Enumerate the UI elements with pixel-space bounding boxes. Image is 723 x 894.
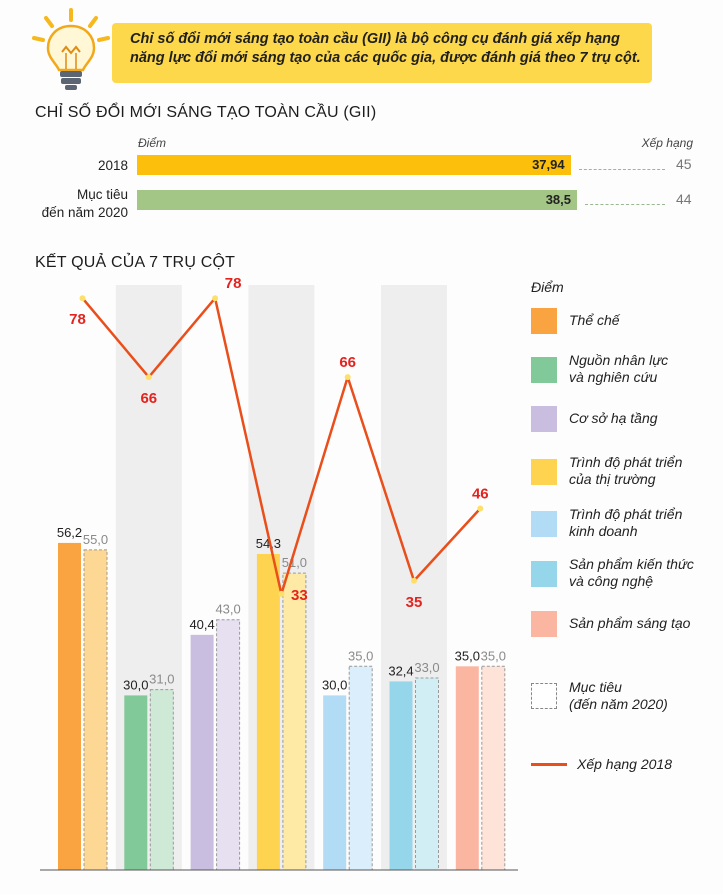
gii-rank-leader xyxy=(585,204,665,205)
rank-label: 78 xyxy=(225,275,242,292)
legend-label: Trình độ phát triển kinh doanh xyxy=(569,506,682,540)
gii-score-label: Điểm xyxy=(138,136,167,150)
gii-section-title: CHỈ SỐ ĐỔI MỚI SÁNG TẠO TOÀN CẦU (GII) xyxy=(35,104,377,121)
legend-swatch xyxy=(531,611,557,637)
intro-text-line1: Chỉ số đổi mới sáng tạo toàn cầu (GII) l… xyxy=(130,31,620,47)
rank-point xyxy=(477,505,484,512)
legend-label-line: Sản phẩm sáng tạo xyxy=(569,615,691,631)
rank-point xyxy=(79,295,86,302)
target-bar xyxy=(415,677,439,871)
target-bar xyxy=(282,572,307,871)
score-bar xyxy=(124,695,148,870)
legend-label: Nguồn nhân lực và nghiên cứu xyxy=(569,352,668,386)
legend-label: Cơ sở hạ tầng xyxy=(569,410,658,427)
score-label: 40,4 xyxy=(189,617,214,632)
score-label: 32,4 xyxy=(388,663,413,678)
score-label: 30,0 xyxy=(322,677,347,692)
legend-label: Thể chế xyxy=(569,312,620,329)
rank-label: 66 xyxy=(339,354,356,371)
rank-point xyxy=(145,374,152,381)
rank-point xyxy=(278,590,285,597)
legend-label-line: Thể chế xyxy=(569,312,620,328)
legend-label-target: Mục tiêu (đến năm 2020) xyxy=(569,679,668,713)
score-bar xyxy=(323,695,347,870)
legend-label-line: của thị trường xyxy=(569,471,656,487)
legend-label-line: Nguồn nhân lực xyxy=(569,352,669,368)
legend-label-line: Trình độ phát triển xyxy=(569,506,683,522)
score-bar xyxy=(389,681,413,870)
target-label: 35,0 xyxy=(348,648,373,663)
score-bar xyxy=(58,542,81,870)
gii-bar xyxy=(137,155,571,175)
score-bar xyxy=(256,553,280,870)
legend-swatch-target xyxy=(531,683,557,709)
legend-label-line: (đến năm 2020) xyxy=(569,696,668,712)
target-label: 31,0 xyxy=(149,672,174,687)
intro-text-line2: năng lực đổi mới sáng tạo của các quốc g… xyxy=(130,50,641,66)
legend-label-line: và công nghệ xyxy=(569,573,654,589)
gii-rank-value: 44 xyxy=(676,191,692,207)
pillars-section-title: KẾT QUẢ CỦA 7 TRỤ CỘT xyxy=(35,254,236,271)
legend-swatch xyxy=(531,308,557,334)
light-bulb-icon xyxy=(32,8,110,90)
pillars-chart: 56,2 55,030,0 31,040,443,054,351,030,035,0… xyxy=(40,275,518,871)
rank-label: 46 xyxy=(472,485,489,502)
score-label: 54,3 xyxy=(256,536,281,551)
legend-swatch xyxy=(531,357,557,383)
legend-label-line: Trình độ phát triển xyxy=(569,454,683,470)
legend-label-line: và nghiên cứu xyxy=(569,369,658,385)
gii-rank-label: Xếp hạng xyxy=(641,136,693,150)
legend-label-line: Sản phẩm kiến thức xyxy=(569,556,694,572)
legend-swatch xyxy=(531,561,557,587)
intro-text: Chỉ số đổi mới sáng tạo toàn cầu (GII) l… xyxy=(130,30,650,68)
legend-label: Sản phẩm kiến thức và công nghệ xyxy=(569,556,694,590)
legend-label: Sản phẩm sáng tạo xyxy=(569,615,690,632)
target-label: 55,0 xyxy=(83,532,108,547)
rank-label: 66 xyxy=(140,390,157,407)
rank-label: 78 xyxy=(69,311,86,328)
gii-row-label: Mục tiêu đến năm 2020 xyxy=(42,186,128,222)
gii-bar-value: 37,94 xyxy=(532,157,565,172)
target-label: 33,0 xyxy=(414,660,439,675)
score-label: 35,0 xyxy=(455,648,480,663)
gii-row-label-line: đến năm 2020 xyxy=(41,205,128,220)
legend-label: Trình độ phát triển của thị trường xyxy=(569,454,682,488)
gii-row-label-line: 2018 xyxy=(97,158,128,173)
target-label: 51,0 xyxy=(282,555,307,570)
legend-label-line: Cơ sở hạ tầng xyxy=(569,410,658,426)
score-label: 30,0 xyxy=(123,677,148,692)
rank-point xyxy=(344,374,351,381)
rank-label: 33 xyxy=(291,587,308,604)
target-label: 43,0 xyxy=(215,602,240,617)
gii-rank-value: 45 xyxy=(676,156,692,172)
legend-swatch-rank xyxy=(531,763,567,766)
legend-title: Điểm xyxy=(531,279,564,295)
target-bar xyxy=(149,689,174,871)
intro-banner xyxy=(112,23,652,83)
legend-label-line: kinh doanh xyxy=(569,523,638,539)
rank-point xyxy=(411,577,417,584)
rank-label: 35 xyxy=(406,594,423,611)
legend-swatch xyxy=(531,511,557,537)
score-bar xyxy=(190,634,214,870)
score-bar xyxy=(455,666,479,870)
legend-label-rank: Xếp hạng 2018 xyxy=(577,756,672,772)
gii-row-label-line: Mục tiêu xyxy=(76,187,128,202)
target-bar xyxy=(83,549,108,871)
gii-bar xyxy=(137,190,577,210)
gii-row-label: 2018 xyxy=(98,157,128,175)
target-bar xyxy=(348,665,373,871)
target-label: 35,0 xyxy=(481,648,506,663)
rank-point xyxy=(212,295,219,302)
legend-swatch xyxy=(531,406,557,432)
target-bar xyxy=(216,619,241,871)
legend-swatch xyxy=(531,459,557,485)
target-bar xyxy=(481,665,506,871)
score-label: 56,2 xyxy=(57,525,82,540)
legend-label-line: Mục tiêu xyxy=(569,679,622,695)
gii-bar-value: 38,5 xyxy=(545,192,571,207)
gii-rank-leader xyxy=(578,169,665,170)
